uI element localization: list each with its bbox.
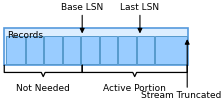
- FancyBboxPatch shape: [62, 36, 80, 64]
- FancyBboxPatch shape: [155, 36, 187, 64]
- FancyBboxPatch shape: [44, 36, 62, 64]
- FancyBboxPatch shape: [136, 36, 154, 64]
- Text: Active Portion: Active Portion: [103, 84, 166, 93]
- FancyBboxPatch shape: [26, 36, 43, 64]
- Text: Stream Truncated: Stream Truncated: [141, 91, 222, 100]
- FancyBboxPatch shape: [4, 28, 188, 65]
- FancyBboxPatch shape: [118, 36, 136, 64]
- Text: Not Needed: Not Needed: [16, 84, 70, 93]
- FancyBboxPatch shape: [6, 36, 25, 64]
- FancyBboxPatch shape: [81, 36, 99, 64]
- Text: Records: Records: [7, 31, 43, 40]
- Text: Base LSN: Base LSN: [61, 3, 103, 12]
- FancyBboxPatch shape: [99, 36, 117, 64]
- Text: Last LSN: Last LSN: [120, 3, 159, 12]
